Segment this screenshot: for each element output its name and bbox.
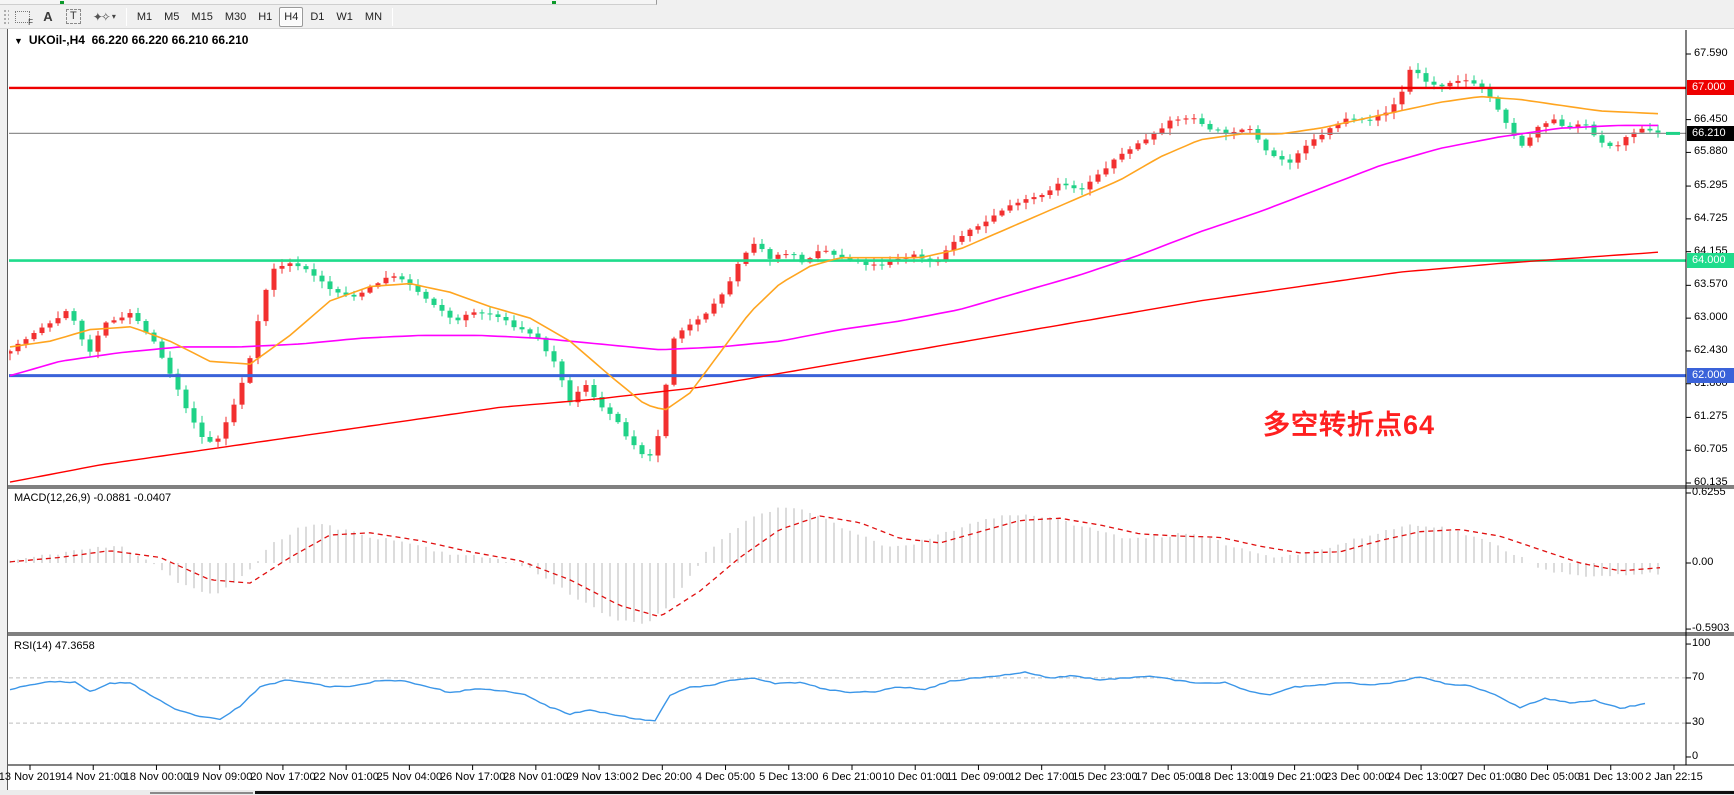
objects-grid-icon: F bbox=[15, 10, 33, 27]
time-label: 26 Nov 17:00 bbox=[439, 771, 506, 783]
time-label: 17 Dec 05:00 bbox=[1135, 771, 1201, 783]
time-label: 13 Nov 2019 bbox=[0, 771, 62, 783]
toolbar-drag-handle[interactable] bbox=[2, 7, 9, 26]
price-tick-label: 67.590 bbox=[1694, 46, 1728, 59]
price-tick-label: 63.000 bbox=[1694, 311, 1728, 324]
time-label: 14 Nov 21:00 bbox=[60, 771, 126, 783]
arrow-tools-icon: ✦✧ bbox=[92, 9, 111, 24]
price-badge-62.000: 62.000 bbox=[1687, 368, 1734, 384]
text-label-icon: A bbox=[43, 9, 53, 24]
macd-histogram bbox=[9, 507, 1659, 624]
macd-tick-label: 0.6255 bbox=[1692, 486, 1726, 498]
text-label-button[interactable]: A bbox=[37, 7, 59, 27]
price-tick-label: 65.295 bbox=[1694, 179, 1728, 192]
chart-window bbox=[7, 29, 1734, 790]
time-label: 20 Nov 17:00 bbox=[250, 771, 316, 783]
time-label: 22 Nov 01:00 bbox=[313, 771, 379, 783]
time-label: 4 Dec 05:00 bbox=[695, 771, 756, 783]
chevron-down-icon: ▾ bbox=[111, 12, 116, 21]
time-label: 29 Nov 13:00 bbox=[566, 771, 632, 783]
time-label: 2 Jan 22:15 bbox=[1645, 771, 1703, 783]
timeframe-button-D1[interactable]: D1 bbox=[310, 10, 325, 23]
timeframe-button-H4[interactable]: H4 bbox=[279, 6, 304, 27]
price-tick-label: 62.430 bbox=[1694, 343, 1728, 356]
time-label: 24 Dec 13:00 bbox=[1388, 771, 1454, 783]
timeframe-button-M15[interactable]: M15 bbox=[191, 10, 213, 23]
timeframe-button-MN[interactable]: MN bbox=[364, 10, 383, 23]
time-label: 2 Dec 20:00 bbox=[632, 771, 692, 783]
time-label: 10 Dec 01:00 bbox=[882, 771, 948, 783]
timeframe-button-H1[interactable]: H1 bbox=[258, 10, 273, 23]
bottom-scrollbar bbox=[0, 790, 1734, 795]
clipped-icon bbox=[552, 1, 556, 4]
timeframe-button-M5[interactable]: M5 bbox=[164, 10, 180, 23]
text-box-button[interactable]: T bbox=[61, 7, 86, 27]
last-price-marker bbox=[1666, 131, 1680, 135]
objects-grid-button[interactable]: F bbox=[10, 7, 35, 27]
time-label: 12 Dec 17:00 bbox=[1008, 771, 1075, 783]
ma-magenta-line bbox=[9, 124, 1658, 377]
rsi-line bbox=[9, 671, 1646, 722]
rsi-tick-label: 100 bbox=[1692, 637, 1711, 650]
ma-red-line bbox=[9, 251, 1659, 483]
annotation-text: 多空转折点64 bbox=[1263, 410, 1436, 440]
title-ohlc: 66.220 66.220 66.210 66.210 bbox=[91, 33, 249, 47]
price-tick-label: 63.570 bbox=[1694, 278, 1728, 291]
price-tick-label: 66.450 bbox=[1694, 112, 1728, 125]
title-symbol: UKOil-,H4 bbox=[28, 33, 85, 47]
time-label: 6 Dec 21:00 bbox=[822, 771, 882, 783]
arrow-tools-button[interactable]: ✦✧ ▾ bbox=[88, 7, 121, 27]
timeframe-button-M30[interactable]: M30 bbox=[224, 10, 247, 23]
scrollbar-thumb[interactable] bbox=[255, 791, 1734, 794]
candles-layer bbox=[9, 63, 1661, 463]
time-label: 18 Dec 13:00 bbox=[1198, 771, 1265, 783]
time-label: 18 Nov 00:00 bbox=[123, 771, 190, 783]
timeframe-button-M1[interactable]: M1 bbox=[136, 10, 153, 23]
time-label: 27 Dec 01:00 bbox=[1451, 771, 1517, 783]
price-badge-67.000: 67.000 bbox=[1687, 80, 1734, 96]
clipped-toolbar-segment bbox=[0, 0, 657, 5]
time-label: 19 Nov 09:00 bbox=[186, 771, 253, 783]
macd-label: MACD(12,26,9) -0.0881 -0.0407 bbox=[14, 492, 172, 504]
time-label: 31 Dec 13:00 bbox=[1578, 771, 1644, 783]
rsi-tick-label: 30 bbox=[1692, 716, 1705, 729]
text-box-icon: T bbox=[66, 9, 81, 24]
ma-orange-line bbox=[9, 95, 1659, 411]
time-label: 19 Dec 21:00 bbox=[1261, 771, 1328, 783]
time-label: 11 Dec 09:00 bbox=[946, 771, 1011, 783]
time-label: 28 Nov 01:00 bbox=[503, 771, 569, 783]
price-tick-label: 61.275 bbox=[1694, 410, 1728, 423]
price-tick-label: 60.135 bbox=[1694, 476, 1728, 488]
rsi-tick-label: 70 bbox=[1692, 670, 1705, 683]
price-tick-label: 60.705 bbox=[1694, 443, 1728, 456]
time-label: 15 Dec 23:00 bbox=[1072, 771, 1138, 783]
price-badge-64.000: 64.000 bbox=[1687, 253, 1734, 269]
time-label: 5 Dec 13:00 bbox=[759, 771, 819, 783]
macd-tick-label: -0.5903 bbox=[1692, 622, 1730, 635]
time-label: 30 Dec 05:00 bbox=[1514, 771, 1581, 783]
price-tick-label: 65.880 bbox=[1694, 145, 1728, 158]
scrollbar-segment bbox=[150, 792, 253, 794]
rsi-tick-label: 0 bbox=[1692, 749, 1699, 762]
toolbar: F A T ✦✧ ▾ M1 M5 M15 M30 H1 H4 D1 W1 MN bbox=[0, 5, 1734, 29]
toolbar-separator bbox=[392, 7, 394, 26]
clipped-upper-toolbar bbox=[0, 0, 1734, 5]
timeframe-group: M1 M5 M15 M30 H1 H4 D1 W1 MN bbox=[131, 6, 388, 27]
rsi-label: RSI(14) 47.3658 bbox=[14, 640, 95, 652]
toolbar-separator bbox=[125, 7, 127, 26]
macd-signal-line bbox=[9, 515, 1661, 617]
timeframe-button-W1[interactable]: W1 bbox=[336, 10, 353, 23]
symbol-dropdown-icon[interactable]: ▼ bbox=[14, 36, 23, 46]
clipped-icon bbox=[60, 1, 64, 4]
price-tick-label: 64.725 bbox=[1694, 211, 1728, 224]
time-label: 25 Nov 04:00 bbox=[376, 771, 443, 783]
time-label: 23 Dec 00:00 bbox=[1325, 771, 1391, 783]
chart-title: ▼ UKOil-,H4 66.220 66.220 66.210 66.210 bbox=[14, 33, 248, 47]
macd-tick-label: 0.00 bbox=[1692, 556, 1714, 568]
price-badge-66.210: 66.210 bbox=[1687, 125, 1734, 141]
